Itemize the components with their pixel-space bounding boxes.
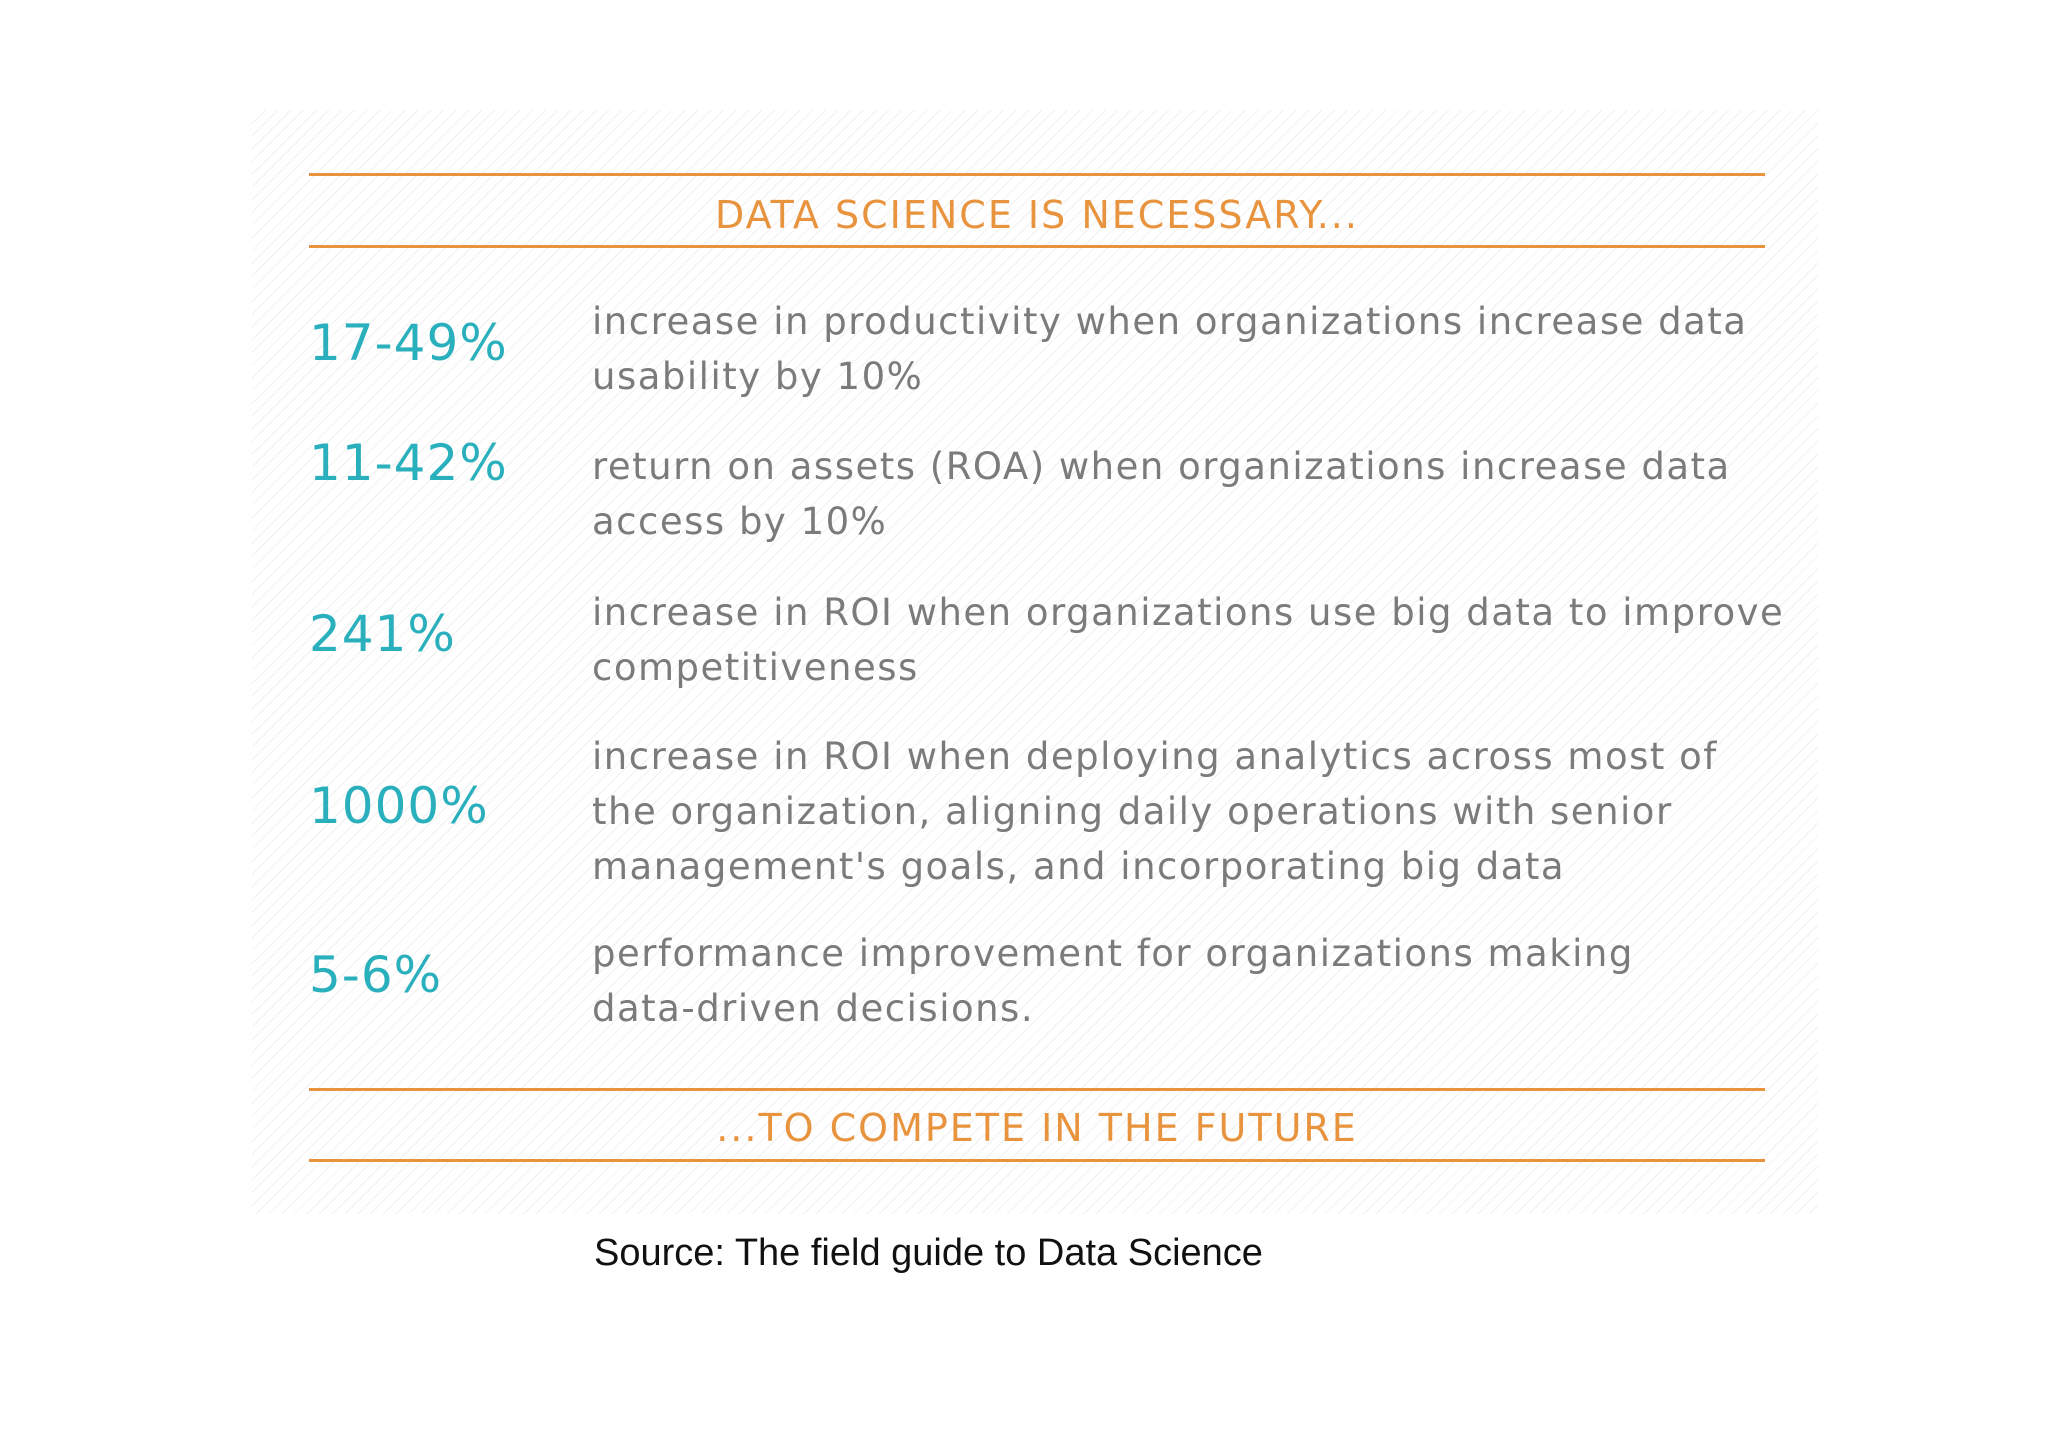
stat-description: return on assets (ROA) when organization… bbox=[592, 445, 1731, 543]
header-rule-top bbox=[309, 173, 1765, 176]
header-rule-bottom bbox=[309, 245, 1765, 248]
infographic-panel bbox=[252, 110, 1818, 1214]
footer-rule-bottom bbox=[309, 1159, 1765, 1162]
stat-description: performance improvement for organization… bbox=[592, 932, 1634, 1030]
stat-value: 1000% bbox=[309, 777, 489, 835]
stat-value: 17-49% bbox=[309, 314, 508, 372]
footer-rule-top bbox=[309, 1088, 1765, 1091]
source-caption: Source: The field guide to Data Science bbox=[594, 1232, 1263, 1274]
stat-description: increase in ROI when organizations use b… bbox=[592, 591, 1785, 689]
stat-value: 5-6% bbox=[309, 946, 443, 1004]
footer-title: ...TO COMPETE IN THE FUTURE bbox=[716, 1106, 1358, 1150]
header-title: DATA SCIENCE IS NECESSARY... bbox=[715, 193, 1359, 237]
stat-value: 241% bbox=[309, 605, 456, 663]
stat-value: 11-42% bbox=[309, 434, 508, 492]
stat-description: increase in productivity when organizati… bbox=[592, 300, 1748, 398]
stat-description: increase in ROI when deploying analytics… bbox=[592, 735, 1718, 888]
